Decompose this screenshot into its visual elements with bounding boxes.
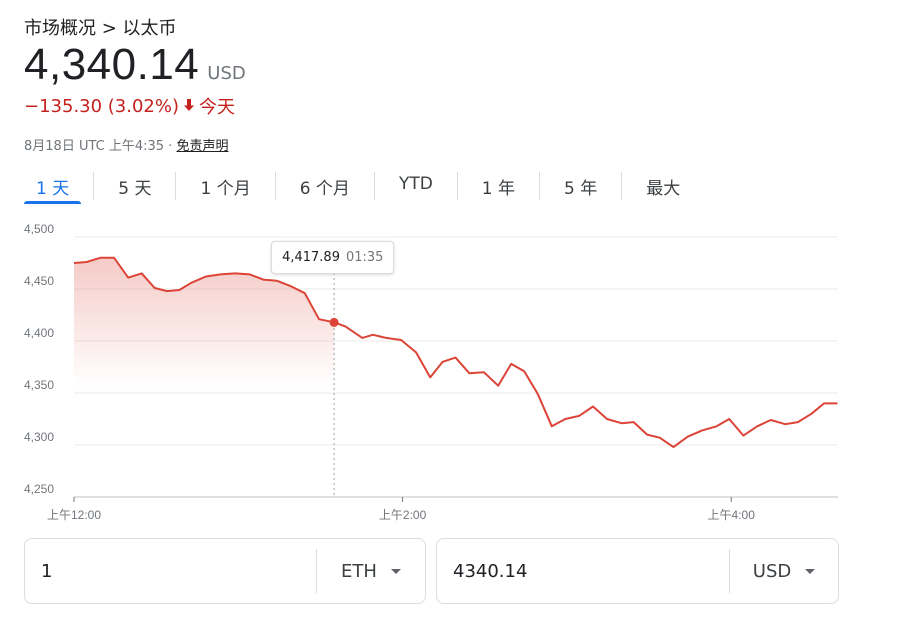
- chevron-down-icon: [805, 568, 816, 574]
- change-amount: −135.30 (3.02%): [24, 95, 180, 117]
- divider: [316, 549, 317, 593]
- tab-divider: [373, 172, 375, 200]
- tab-divider: [456, 172, 458, 200]
- from-amount-input[interactable]: 1: [41, 560, 53, 582]
- tab-divider: [621, 172, 623, 200]
- change-period: 今天: [199, 97, 236, 118]
- chart-svg[interactable]: 4,250 4,300 4,350 4,400 4,450 4,500 上午12:00 上午2…: [0, 220, 920, 530]
- price-change: −135.30 (3.02%) 今天: [24, 93, 235, 119]
- x-tick-label: 上午2:00: [379, 508, 427, 522]
- converter-from[interactable]: 1 ETH: [24, 538, 426, 604]
- converter-to[interactable]: 4340.14 USD: [436, 538, 839, 604]
- tab-range-3[interactable]: 6 个月: [299, 179, 350, 199]
- tab-range-0[interactable]: 1 天: [24, 168, 82, 204]
- to-amount-input[interactable]: 4340.14: [453, 560, 528, 582]
- timestamp-line: 8月18日 UTC 上午4:35 · 免责声明: [24, 135, 228, 154]
- tab-range-6[interactable]: 5 年: [564, 179, 598, 199]
- to-currency-select[interactable]: USD: [730, 561, 838, 582]
- y-tick-label: 4,350: [24, 378, 54, 392]
- chart-tooltip: 4,417.89 01:35: [271, 241, 395, 274]
- price-header: 4,340.14 USD: [24, 40, 246, 90]
- timestamp: 8月18日 UTC 上午4:35 ·: [24, 139, 177, 154]
- area-fill: [74, 257, 335, 387]
- tab-range-2[interactable]: 1 个月: [200, 179, 251, 199]
- arrow-down-icon: [183, 96, 195, 117]
- tab-range-7[interactable]: 最大: [646, 179, 681, 199]
- to-currency-label: USD: [752, 560, 792, 582]
- breadcrumb[interactable]: 市场概况 > 以太币: [24, 18, 177, 39]
- tab-range-5[interactable]: 1 年: [481, 179, 516, 199]
- price-currency: USD: [207, 63, 246, 84]
- x-tick-label: 上午4:00: [708, 508, 756, 522]
- price-line: [73, 256, 838, 449]
- disclaimer-link[interactable]: 免责声明: [176, 139, 229, 154]
- y-tick-label: 4,300: [24, 430, 54, 444]
- current-price: 4,340.14: [24, 40, 200, 89]
- chevron-down-icon: [390, 568, 401, 574]
- y-tick-label: 4,450: [24, 274, 54, 288]
- tab-divider: [274, 172, 276, 200]
- y-tick-label: 4,400: [24, 326, 54, 340]
- divider: [729, 549, 730, 593]
- y-tick-label: 4,250: [24, 482, 54, 496]
- tab-range-1[interactable]: 5 天: [118, 179, 152, 199]
- hover-point: [329, 317, 339, 327]
- from-currency-select[interactable]: ETH: [317, 561, 425, 582]
- tab-divider: [175, 172, 177, 200]
- tooltip-value: 4,417.89: [282, 250, 340, 265]
- tab-range-4[interactable]: YTD: [398, 174, 433, 194]
- tooltip-time: 01:35: [345, 250, 384, 265]
- y-tick-label: 4,500: [24, 222, 54, 236]
- tab-divider: [93, 172, 95, 200]
- from-currency-label: ETH: [341, 560, 377, 582]
- x-tick-label: 上午12:00: [47, 508, 101, 522]
- tab-divider: [539, 172, 541, 200]
- range-tabs: 1 天 5 天 1 个月 6 个月 YTD 1 年 5 年 最大: [24, 168, 692, 204]
- price-chart[interactable]: 4,250 4,300 4,350 4,400 4,450 4,500 上午12:00 上午2…: [0, 220, 920, 530]
